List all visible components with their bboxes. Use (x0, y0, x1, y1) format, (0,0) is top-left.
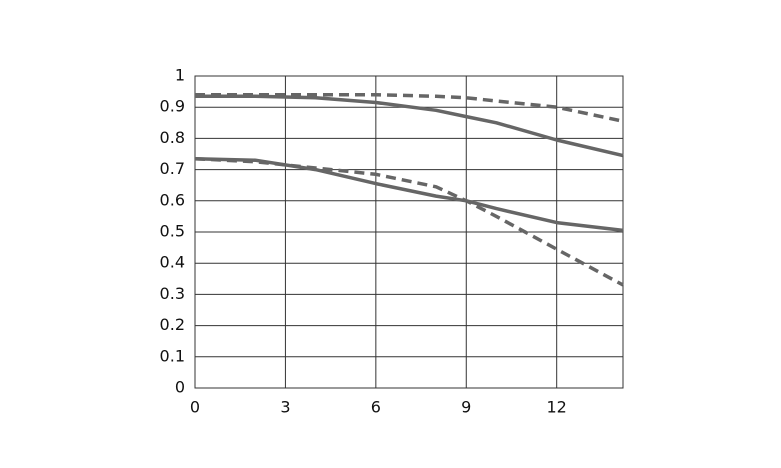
y-tick-label: 0.9 (160, 97, 185, 116)
plot-frame (194, 75, 624, 389)
x-tick-label: 3 (280, 398, 290, 417)
series-line (194, 156, 624, 287)
y-tick-label: 0.2 (160, 315, 185, 334)
y-tick-label: 0 (175, 378, 185, 397)
x-tick-label: 12 (547, 398, 567, 417)
y-tick-label: 0.1 (160, 346, 185, 365)
y-tick-label: 1 (175, 66, 185, 85)
y-tick-label: 0.6 (160, 190, 185, 209)
series-line (195, 94, 624, 158)
y-tick-label: 0.8 (160, 128, 185, 147)
x-tick-label: 9 (461, 398, 471, 417)
x-tick-label: 0 (190, 398, 200, 417)
y-tick-label: 0.4 (160, 253, 185, 272)
series-line (195, 92, 624, 123)
y-tick-label: 0.5 (160, 222, 185, 241)
x-tick-label: 6 (371, 398, 381, 417)
y-tick-label: 0.7 (160, 159, 185, 178)
y-tick-label: 0.3 (160, 284, 185, 303)
